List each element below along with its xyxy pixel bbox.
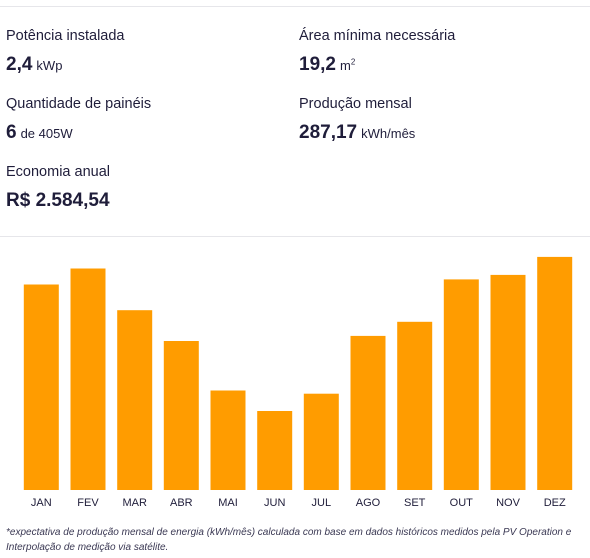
x-tick-label: JAN (31, 497, 52, 509)
x-tick-label: DEZ (544, 497, 566, 509)
footnote: *expectativa de produção mensal de energ… (6, 527, 572, 553)
bar-ago (350, 335, 386, 490)
stat-value: 6 de 405W (6, 122, 151, 144)
x-tick-label: NOV (496, 497, 521, 509)
stat-paineis: Quantidade de painéis 6 de 405W (6, 96, 151, 144)
unit-base: m (339, 58, 351, 73)
stat-unit: de 405W (20, 126, 73, 141)
x-tick-label: MAI (218, 497, 238, 509)
bar-nov (490, 274, 526, 490)
chart-divider (0, 236, 590, 237)
stat-value: 287,17 kWh/mês (299, 122, 415, 144)
stat-label: Economia anual (6, 164, 110, 180)
stat-producao: Produção mensal 287,17 kWh/mês (299, 96, 415, 144)
x-tick-label: FEV (77, 497, 99, 509)
stat-number: 6 (6, 122, 17, 143)
x-tick-label: ABR (170, 497, 193, 509)
bar-mar (117, 310, 153, 490)
top-divider (0, 6, 590, 7)
stat-unit: kWp (36, 58, 63, 73)
bar-jan (23, 284, 59, 490)
stat-number: 19,2 (299, 54, 336, 75)
stat-unit: m2 (340, 58, 355, 73)
bar-out (443, 279, 479, 490)
x-tick-label: OUT (450, 497, 474, 509)
x-tick-label: AGO (356, 497, 381, 509)
stat-area: Área mínima necessária 19,2 m2 (299, 28, 455, 76)
stat-value: 19,2 m2 (299, 54, 455, 76)
stat-label: Quantidade de painéis (6, 96, 152, 112)
stat-label: Área mínima necessária (299, 28, 456, 44)
stat-value: 2,4 kWp (6, 54, 125, 76)
stat-number: 287,17 (299, 122, 358, 143)
stat-label: Produção mensal (299, 96, 412, 112)
stat-label: Potência instalada (6, 28, 125, 44)
unit-superscript: 2 (350, 57, 356, 67)
stat-potencia: Potência instalada 2,4 kWp (6, 28, 125, 76)
stat-unit: kWh/mês (361, 126, 416, 141)
bar-dez (537, 256, 573, 490)
stat-economia: Economia anual R$ 2.584,54 (6, 164, 110, 212)
x-tick-label: JUN (264, 497, 285, 509)
monthly-production-chart: JAN FEV MAR ABR MAI JUN JUL AGO SET OUT NOV DEZ (23, 256, 573, 509)
stat-number: 2,4 (6, 54, 33, 75)
x-tick-label: JUL (312, 497, 332, 509)
x-tick-label: SET (404, 497, 426, 509)
stat-number: R$ 2.584,54 (6, 190, 110, 211)
bar-fev (70, 268, 106, 490)
bar-mai (210, 390, 246, 490)
x-tick-label: MAR (122, 497, 147, 509)
bar-jun (257, 411, 293, 490)
bar-abr (163, 341, 199, 490)
bar-set (397, 321, 433, 490)
bar-jul (303, 393, 339, 490)
stat-value: R$ 2.584,54 (6, 190, 110, 212)
